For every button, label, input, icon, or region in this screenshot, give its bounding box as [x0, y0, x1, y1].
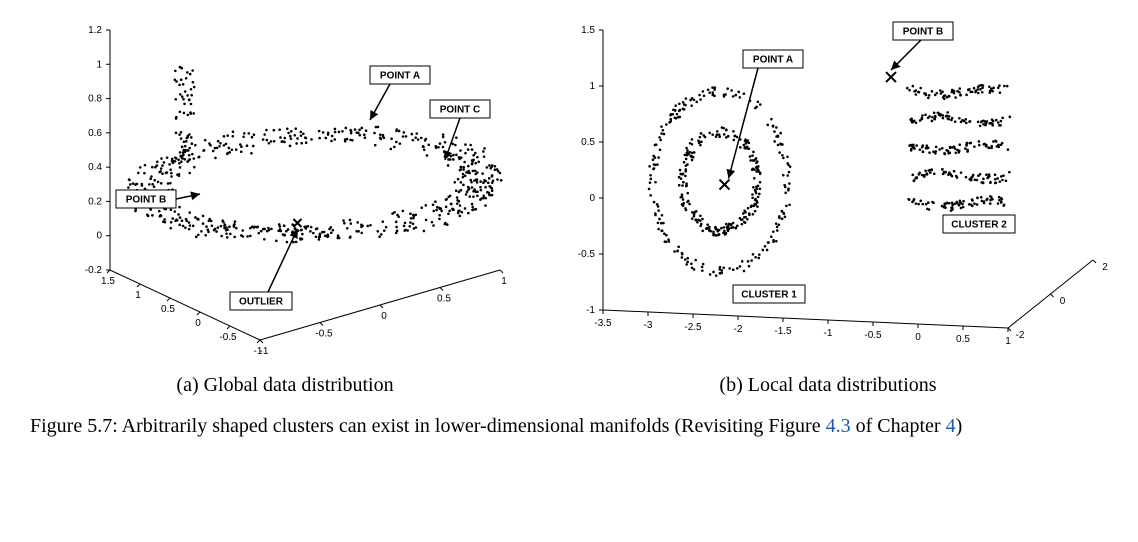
caption-tail: ) [956, 415, 963, 437]
scatter-points-b [648, 84, 1011, 277]
x-right-tick-label: -0.5 [315, 329, 333, 340]
figure-page: -0.2 0 0.2 0.4 0.6 0.8 1 1.2 1.5 1 0.5 0 -0.5 -1 -1 -0.… [0, 0, 1138, 542]
point-a-label: POINT A [380, 71, 420, 82]
y-tick-label: 1 [96, 59, 102, 70]
y-tick-label-b: -0.5 [578, 249, 596, 260]
x-right-tick-label: 0.5 [437, 294, 451, 305]
crossref-figure[interactable]: 4.3 [826, 415, 851, 437]
y-tick-label-b: 1.5 [581, 25, 595, 36]
point-b-label: POINT B [126, 195, 167, 206]
caption-body: Arbitrarily shaped clusters can exist in… [122, 415, 826, 437]
x-left-tick-label: 1 [135, 290, 141, 301]
scatter-points-a [122, 66, 503, 244]
cluster2-label: CLUSTER 2 [951, 220, 1007, 231]
point-a-arrow [370, 84, 390, 120]
x-tick-label-b: 0 [915, 332, 921, 343]
outlier-label: OUTLIER [239, 297, 284, 308]
panel-a: -0.200.20.40.60.811.21.510.50-0.5-1-1-0.… [30, 10, 540, 397]
outlier-arrow [268, 229, 297, 292]
depth-tick-label-b: 2 [1102, 262, 1108, 273]
subcaption-b: (b) Local data distributions [548, 374, 1108, 397]
y-tick-label-b: 1 [589, 81, 595, 92]
x-tick-label-b: -1.5 [774, 326, 792, 337]
x-tick-label-b: -3 [644, 320, 653, 331]
subcaption-a: (a) Global data distribution [30, 374, 540, 397]
point-b-arrow [176, 194, 200, 199]
x-tick-label-b: -2 [734, 324, 743, 335]
plot-row: -0.2 0 0.2 0.4 0.6 0.8 1 1.2 1.5 1 0.5 0 -0.5 -1 -1 -0.… [0, 0, 1138, 397]
figure-caption: Figure 5.7: Arbitrarily shaped clusters … [0, 397, 1138, 440]
caption-mid: of Chapter [851, 415, 946, 437]
depth-tick-label-b: 0 [1060, 296, 1066, 307]
y-tick-label: 0.8 [88, 94, 102, 105]
point-c-label: POINT C [440, 105, 481, 116]
panel-b: -1 -0.5 0 0.5 1 1.5 -3.5 -3 -2.5 -2 -1.5 -1 -0.5 0 0.5… [548, 10, 1108, 397]
y-tick-label: 0.4 [88, 162, 102, 173]
depth-tick-label-b: -2 [1016, 330, 1025, 341]
x-right-tick-label: 1 [501, 276, 507, 287]
x-left-tick-label: 0.5 [161, 304, 175, 315]
y-tick-label: 0 [96, 231, 102, 242]
caption-prefix: Figure 5.7: [30, 415, 122, 437]
point-a-arrow-b [729, 68, 759, 179]
point-a-label: POINT A [753, 55, 793, 66]
y-tick-label-b: 0.5 [581, 137, 595, 148]
x-tick-label-b: 0.5 [956, 334, 970, 345]
scatter3d-b: -1 -0.5 0 0.5 1 1.5 -3.5 -3 -2.5 -2 -1.5 -1 -0.5 0 0.5… [548, 10, 1108, 370]
x-axis-b [603, 310, 1008, 328]
x-tick-label-b: 1 [1005, 336, 1011, 347]
x-right-tick-label: 0 [381, 311, 387, 322]
cluster1-label: CLUSTER 1 [741, 290, 797, 301]
crossref-chapter[interactable]: 4 [946, 415, 956, 437]
y-tick-label-b: -1 [586, 305, 595, 316]
point-b-label: POINT B [903, 27, 944, 38]
y-tick-label: 1.2 [88, 25, 102, 36]
x-tick-label-b: -0.5 [864, 330, 882, 341]
x-left-tick-label: 1.5 [101, 276, 115, 287]
x-left-tick-label: -0.5 [219, 332, 237, 343]
y-tick-label: -0.2 [85, 265, 103, 276]
scatter3d-a: -0.200.20.40.60.811.21.510.50-0.5-1-1-0.… [30, 10, 540, 370]
x-tick-label-b: -2.5 [684, 322, 702, 333]
x-tick-label-b: -3.5 [594, 318, 612, 329]
y-tick-label: 0.2 [88, 196, 102, 207]
y-tick-label: 0.6 [88, 128, 102, 139]
x-right-tick-label: -1 [260, 346, 269, 357]
y-tick-label-b: 0 [589, 193, 595, 204]
x-tick-label-b: -1 [824, 328, 833, 339]
point-b-arrow-b [891, 40, 921, 70]
point-c-arrow [445, 118, 460, 160]
x-left-tick-label: 0 [195, 318, 201, 329]
